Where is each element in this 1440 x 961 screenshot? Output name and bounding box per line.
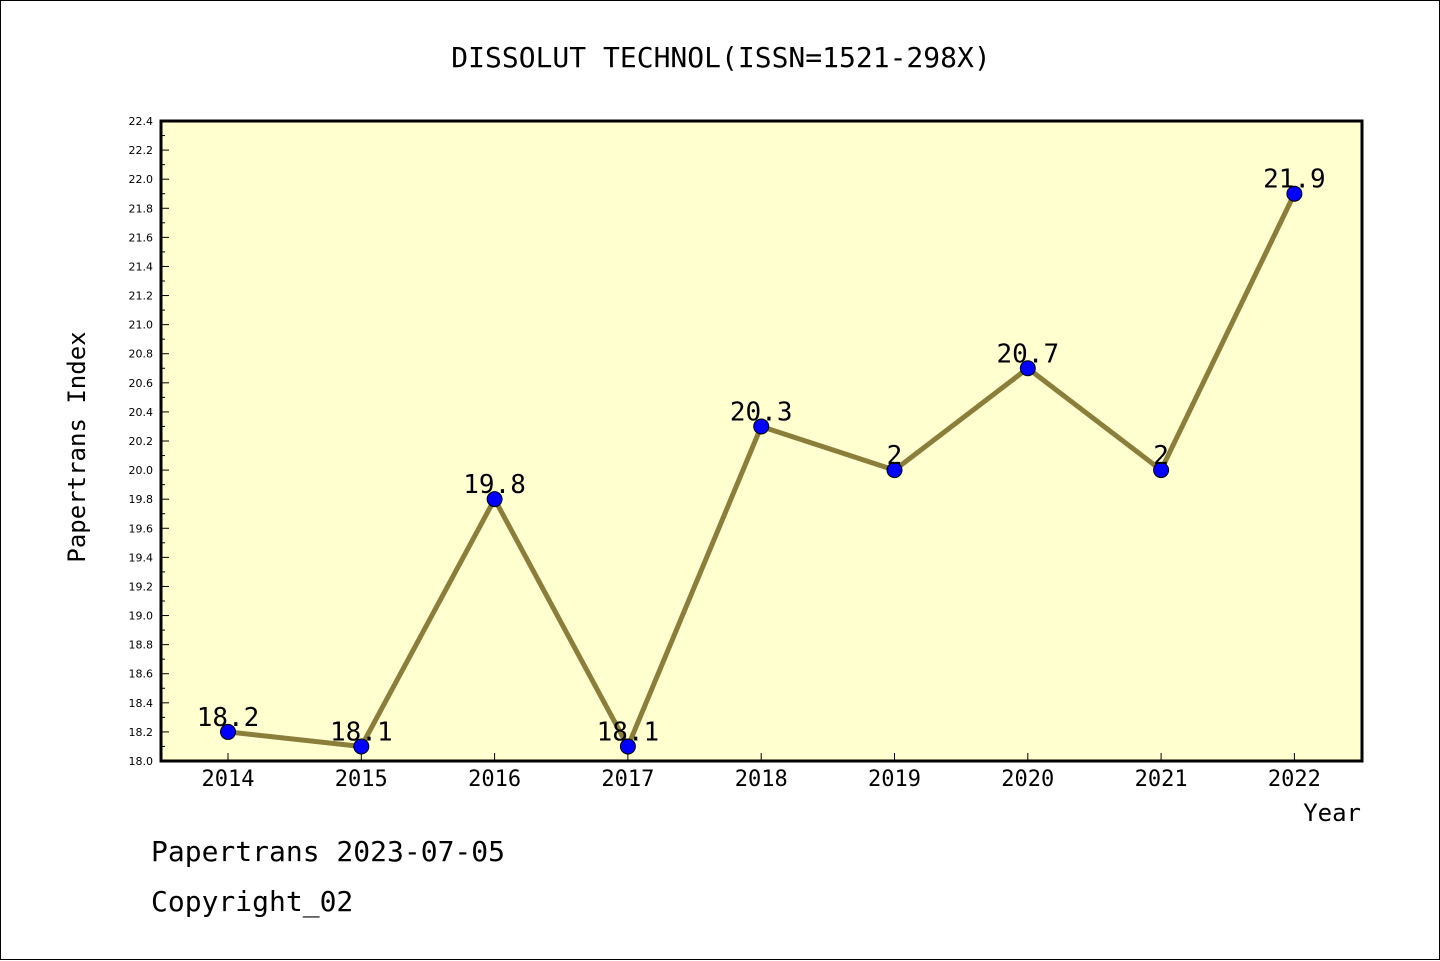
x-tick-label: 2021 [1135, 767, 1188, 792]
x-axis-tick-labels: 2014 2015 2016 2017 2018 2019 2020 2021 2022 [202, 767, 1321, 792]
data-point [1153, 462, 1170, 479]
x-axis-label: Year [1303, 799, 1361, 827]
y-tick-label: 21.8 [129, 202, 154, 215]
x-tick-label: 2022 [1268, 767, 1321, 792]
chart-title: DISSOLUT TECHNOL(ISSN=1521-298X) [451, 41, 990, 74]
y-axis-label: Papertrans Index [63, 331, 91, 562]
y-tick-label: 20.0 [129, 464, 154, 477]
plot-area [159, 119, 1364, 763]
y-tick-label: 22.0 [129, 173, 154, 186]
x-tick-label: 2020 [1001, 767, 1054, 792]
data-point [753, 418, 770, 435]
y-tick-label: 22.2 [129, 144, 154, 157]
data-point [1019, 360, 1036, 377]
data-labels-layer: 18.2 18.1 19.8 18.1 20.3 2 20.7 2 21.9 [197, 165, 1326, 748]
y-tick-label: 19.4 [129, 551, 154, 564]
y-tick-label: 18.0 [129, 755, 154, 768]
y-tick-label: 19.2 [129, 580, 154, 593]
data-point [886, 462, 903, 479]
y-tick-label: 18.2 [129, 726, 154, 739]
y-tick-label: 19.6 [129, 522, 154, 535]
y-tick-label: 18.4 [129, 697, 154, 710]
data-label: 20.3 [730, 397, 793, 427]
footer-date: Papertrans 2023-07-05 [151, 835, 506, 868]
y-axis-tick-labels: 18.0 18.2 18.4 18.6 18.8 19.0 19.2 19.4 19.6 19.8… [129, 115, 154, 768]
y-tick-label: 21.0 [129, 319, 154, 332]
footer-copyright: Copyright_02 [151, 885, 354, 918]
y-tick-label: 21.6 [129, 231, 154, 244]
data-point [486, 491, 503, 508]
data-label: 2 [1153, 441, 1169, 471]
data-label: 21.9 [1263, 165, 1326, 195]
x-tick-label: 2015 [335, 767, 388, 792]
x-tick-label: 2014 [202, 767, 255, 792]
markers-layer [220, 185, 1303, 755]
data-point [1286, 185, 1303, 202]
data-label: 20.7 [996, 339, 1059, 369]
y-tick-label: 20.2 [129, 435, 154, 448]
y-tick-label: 18.6 [129, 668, 154, 681]
y-tick-label: 19.0 [129, 610, 154, 623]
data-point [353, 738, 370, 755]
x-tick-label: 2019 [868, 767, 921, 792]
y-tick-label: 20.4 [129, 406, 154, 419]
data-label: 18.1 [330, 717, 393, 747]
y-tick-label: 21.4 [129, 260, 154, 273]
x-tick-label: 2016 [468, 767, 521, 792]
data-point [220, 723, 236, 740]
y-tick-label: 18.8 [129, 639, 154, 652]
data-label: 18.2 [197, 703, 260, 733]
data-label: 18.1 [597, 717, 660, 747]
data-label: 2 [887, 441, 903, 471]
y-tick-label: 21.2 [129, 290, 154, 303]
y-tick-label: 22.4 [129, 115, 154, 128]
y-tick-label: 20.8 [129, 348, 154, 361]
y-tick-label: 20.6 [129, 377, 154, 390]
x-tick-label: 2018 [735, 767, 788, 792]
y-axis-ticks [161, 120, 169, 762]
x-tick-label: 2017 [601, 767, 654, 792]
data-label: 19.8 [463, 470, 526, 500]
y-tick-label: 19.8 [129, 493, 154, 506]
data-point [619, 738, 636, 755]
